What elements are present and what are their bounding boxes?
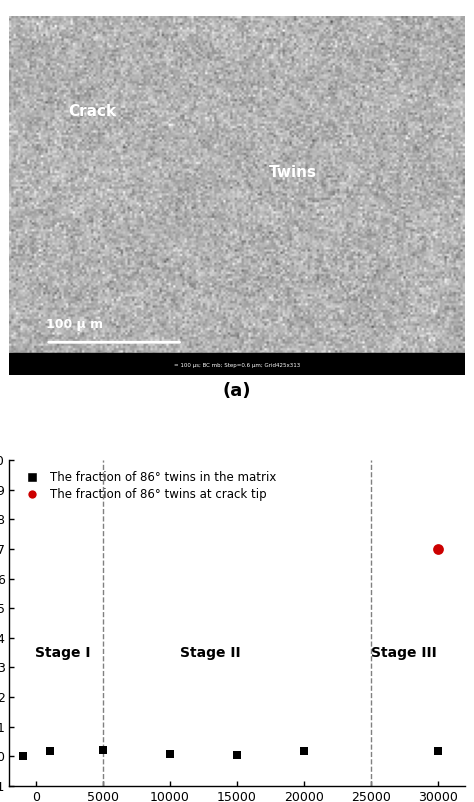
Point: [46, 744, 54, 757]
Text: Stage II: Stage II: [180, 646, 240, 659]
Text: (a): (a): [223, 382, 251, 400]
Text: Stage I: Stage I: [35, 646, 91, 659]
Point: [166, 747, 174, 760]
Bar: [9, 353, 465, 375]
Point: [100, 743, 107, 756]
Point: [233, 748, 241, 761]
Point: [434, 744, 442, 757]
Text: Twins: Twins: [269, 165, 317, 180]
Text: Stage III: Stage III: [372, 646, 437, 659]
Point: [434, 542, 442, 555]
Point: [300, 744, 308, 757]
Point: [19, 749, 27, 762]
Text: 100 μ m: 100 μ m: [46, 318, 103, 331]
Text: = 100 μs; BC mb; Step=0.6 μm; Grid425x313: = 100 μs; BC mb; Step=0.6 μm; Grid425x31…: [174, 363, 300, 368]
Text: Crack: Crack: [69, 104, 117, 119]
Legend: The fraction of 86° twins in the matrix, The fraction of 86° twins at crack tip: The fraction of 86° twins in the matrix,…: [15, 466, 281, 506]
